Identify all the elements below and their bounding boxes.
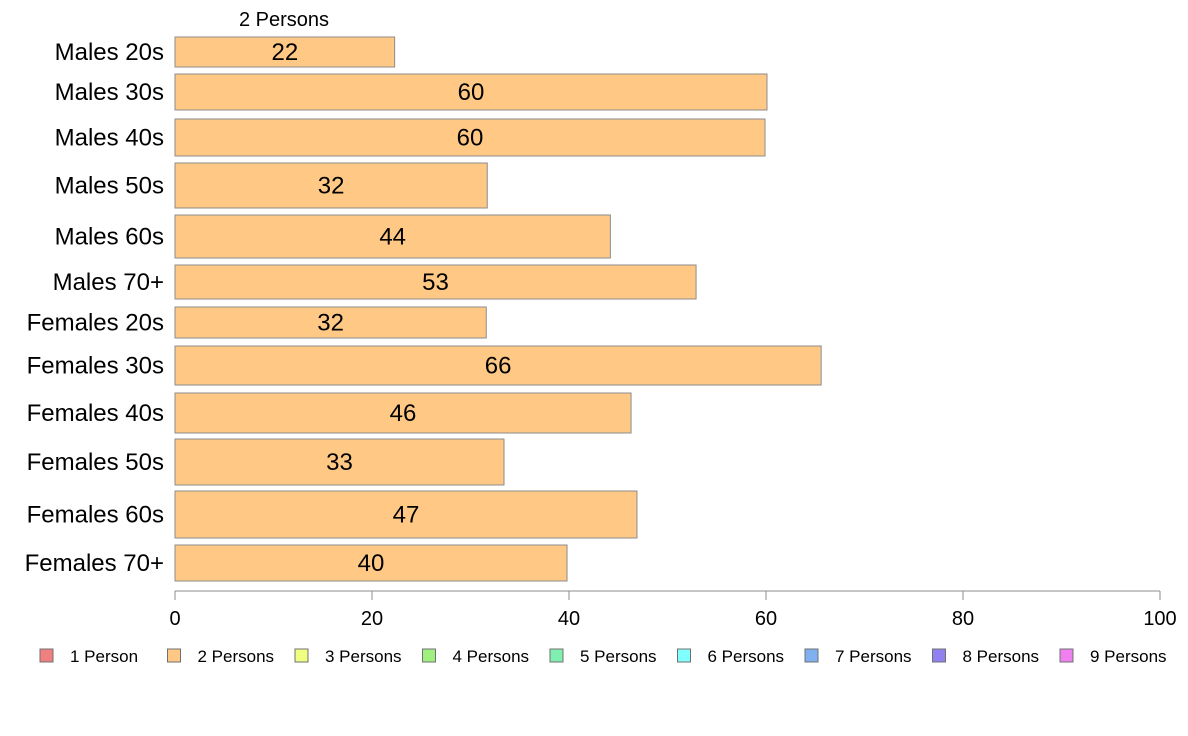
legend-item-label: 3 Persons [325,647,402,666]
legend-swatch [422,648,436,663]
category-label: Males 70+ [53,269,164,296]
legend-item-label: 1 Person [70,647,138,666]
legend-swatch [1059,648,1074,663]
x-tick-label: 20 [361,608,383,630]
bar-value-label: 33 [326,449,353,476]
bar-value-label: 46 [390,400,417,427]
x-tick-label: 0 [169,608,180,630]
bar [174,214,611,259]
bar [174,36,396,68]
bar [174,118,766,157]
legend-item-label: 4 Persons [453,647,530,666]
group-label: 2 Persons [239,9,329,31]
category-label: Females 30s [27,353,164,380]
bar [174,392,632,434]
bar-value-label: 44 [379,224,406,251]
bar-value-label: 22 [271,39,298,66]
bar-value-label: 32 [317,310,344,337]
legend-item-label: 5 Persons [580,647,657,666]
bar-value-label: 60 [457,125,484,152]
x-axis: 0 20 40 60 80 100 [169,590,1177,630]
legend-swatch [39,648,54,663]
bar [174,544,568,582]
bar-value-label: 66 [485,353,512,380]
legend-item-label: 6 Persons [708,647,785,666]
category-label: Males 40s [55,125,164,152]
category-label: Females 20s [27,310,164,337]
bar [174,345,822,386]
x-tick-label: 80 [952,608,974,630]
bars-layer: 22 60 60 32 44 53 32 66 46 33 47 40 [174,36,822,582]
bar [174,306,487,339]
bar [174,73,768,111]
legend-item-label: 9 Persons [1090,647,1167,666]
bar [174,162,488,209]
bar-value-label: 53 [422,269,449,296]
category-label: Males 50s [55,173,164,200]
bar-value-label: 40 [358,550,385,577]
category-label: Females 70+ [25,550,164,577]
x-tick-label: 40 [558,608,580,630]
legend-swatch [167,648,181,663]
category-label: Males 30s [55,79,164,106]
bar [174,264,697,300]
category-labels: Males 20s Males 30s Males 40s Males 50s Male… [25,39,164,577]
category-label: Females 50s [27,449,164,476]
category-label: Males 20s [55,39,164,66]
legend-swatch [677,648,691,663]
legend-swatch [804,648,819,663]
x-tick-label: 60 [755,608,777,630]
legend-item-label: 7 Persons [835,647,912,666]
bar [174,490,638,539]
legend-item-label: 2 Persons [198,647,275,666]
x-tick-label: 100 [1143,608,1176,630]
bar [174,438,505,486]
bar-value-label: 60 [458,79,485,106]
category-label: Females 40s [27,400,164,427]
legend-swatch [294,648,309,663]
legend-item-label: 8 Persons [963,647,1040,666]
legend-swatch [932,648,946,663]
category-label: Females 60s [27,502,164,529]
bar-value-label: 32 [318,173,345,200]
legend: 1 Person 2 Persons 3 Persons 4 Persons 5 Per… [39,647,1167,666]
bar-value-label: 47 [393,502,420,529]
legend-swatch [549,648,564,663]
category-label: Males 60s [55,224,164,251]
